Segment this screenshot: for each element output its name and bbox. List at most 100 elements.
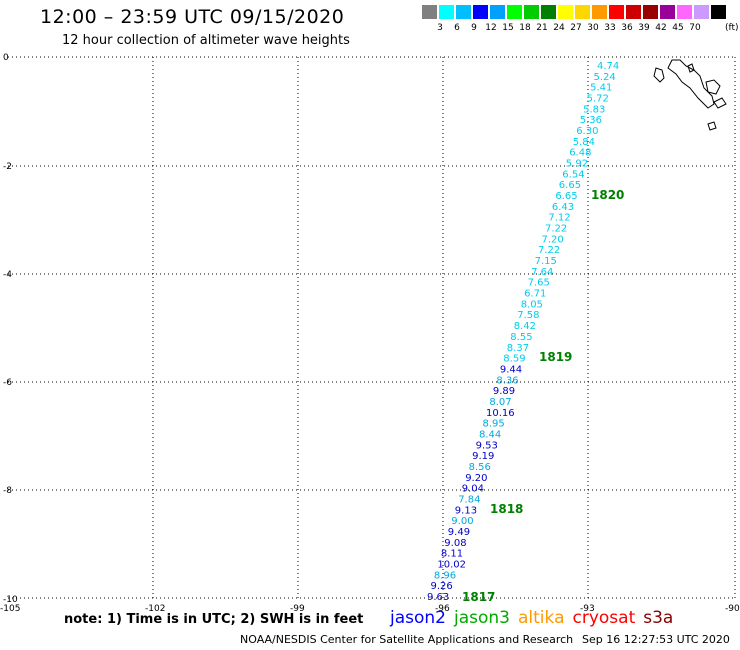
wave-height-label: 9.13 bbox=[455, 505, 477, 516]
satellite-jason3: jason3 bbox=[454, 608, 510, 628]
wave-height-label: 10.02 bbox=[437, 560, 466, 571]
wave-height-label: 8.44 bbox=[479, 429, 501, 440]
lon-tick-label: -93 bbox=[580, 604, 595, 614]
wave-height-label: 6.71 bbox=[524, 289, 546, 300]
wave-height-label: 7.58 bbox=[517, 310, 539, 321]
wave-height-label: 8.56 bbox=[469, 462, 491, 473]
satellite-altika: altika bbox=[518, 608, 565, 628]
map-subtitle: 12 hour collection of altimeter wave hei… bbox=[62, 33, 350, 48]
wave-height-label: 8.96 bbox=[434, 570, 456, 581]
wave-height-label: 9.19 bbox=[472, 451, 494, 462]
lon-tick-label: -96 bbox=[435, 604, 450, 614]
wave-height-label: 8.11 bbox=[441, 549, 463, 560]
legend-swatch bbox=[456, 5, 472, 19]
legend-swatch bbox=[541, 5, 557, 19]
legend-value: 6 bbox=[454, 23, 460, 33]
wave-height-label: 9.44 bbox=[500, 364, 522, 375]
grid-lines bbox=[8, 56, 736, 600]
island-fernandina bbox=[653, 67, 665, 83]
wave-height-label: 8.42 bbox=[514, 321, 536, 332]
legend-value: 3 bbox=[437, 23, 443, 33]
lon-tick-label: -90 bbox=[725, 604, 740, 614]
map-title: 12:00 – 23:59 UTC 09/15/2020 bbox=[40, 6, 345, 28]
legend-swatch bbox=[490, 5, 506, 19]
wave-height-label: 9.63 bbox=[427, 592, 449, 603]
satellite-s3a: s3a bbox=[643, 608, 674, 628]
legend-value: 24 bbox=[553, 23, 565, 33]
wave-height-label: 8.36 bbox=[496, 375, 518, 386]
wave-height-label: 5.41 bbox=[590, 83, 612, 94]
legend-value: 70 bbox=[689, 23, 701, 33]
legend-swatch bbox=[711, 5, 727, 19]
track-label: 1818 bbox=[490, 502, 523, 516]
wave-height-label: 9.08 bbox=[444, 538, 466, 549]
wave-height-label: 5.72 bbox=[587, 94, 609, 105]
wave-height-label: 5.83 bbox=[583, 104, 605, 115]
wave-height-label: 7.65 bbox=[528, 278, 550, 289]
lat-tick-label: -8 bbox=[3, 486, 12, 496]
legend-swatch bbox=[422, 5, 438, 19]
wave-height-label: 5.92 bbox=[566, 159, 588, 170]
legend-swatch bbox=[694, 5, 710, 19]
legend-swatch bbox=[473, 5, 489, 19]
lon-tick-label: -99 bbox=[290, 604, 305, 614]
wave-height-label: 8.59 bbox=[503, 354, 525, 365]
wave-height-label: 5.24 bbox=[594, 72, 616, 83]
wave-height-label: 4.74 bbox=[597, 61, 619, 72]
satellite-jason2: jason2 bbox=[390, 608, 446, 628]
legend-swatch bbox=[660, 5, 676, 19]
legend-swatch bbox=[439, 5, 455, 19]
wave-height-label: 6.65 bbox=[559, 180, 581, 191]
wave-height-label: 7.20 bbox=[542, 234, 564, 245]
legend-value: 9 bbox=[471, 23, 477, 33]
wave-height-label: 5.36 bbox=[580, 115, 602, 126]
wave-height-label: 7.64 bbox=[531, 267, 553, 278]
wave-height-label: 7.84 bbox=[458, 495, 480, 506]
legend-value: 15 bbox=[502, 23, 514, 33]
wave-height-label: 9.20 bbox=[465, 473, 487, 484]
legend-value: 30 bbox=[587, 23, 599, 33]
legend-swatch bbox=[592, 5, 608, 19]
legend-unit: (ft) bbox=[725, 23, 739, 33]
wave-height-label: 8.37 bbox=[507, 343, 529, 354]
track-label: 1817 bbox=[462, 590, 495, 604]
legend-value: 27 bbox=[570, 23, 582, 33]
legend-value: 39 bbox=[638, 23, 650, 33]
units-note: note: 1) Time is in UTC; 2) SWH is in fe… bbox=[64, 612, 364, 627]
wave-height-label: 6.30 bbox=[576, 126, 598, 137]
legend-swatch bbox=[677, 5, 693, 19]
credit-line: NOAA/NESDIS Center for Satellite Applica… bbox=[240, 633, 574, 646]
wave-height-label: 6.54 bbox=[562, 169, 584, 180]
legend-swatch bbox=[643, 5, 659, 19]
legend-swatch bbox=[524, 5, 540, 19]
wave-height-label: 7.22 bbox=[538, 245, 560, 256]
legend-swatch bbox=[507, 5, 523, 19]
track-labels: 1820 1819 1818 1817 bbox=[462, 188, 624, 604]
legend-value: 42 bbox=[655, 23, 667, 33]
generated-timestamp: Sep 16 12:27:53 UTC 2020 bbox=[582, 633, 730, 646]
wave-height-label: 8.05 bbox=[521, 299, 543, 310]
wave-height-label: 9.26 bbox=[431, 581, 453, 592]
wave-height-label: 7.22 bbox=[545, 224, 567, 235]
satellite-cryosat: cryosat bbox=[572, 608, 636, 628]
lat-tick-label: 0 bbox=[3, 53, 9, 63]
island-espanola bbox=[707, 121, 717, 131]
wave-height-label: 9.89 bbox=[493, 386, 515, 397]
legend-swatch bbox=[626, 5, 642, 19]
lat-tick-label: -6 bbox=[3, 378, 12, 388]
wave-height-label: 8.95 bbox=[483, 419, 505, 430]
wave-height-label: 10.16 bbox=[486, 408, 515, 419]
galapagos-islands bbox=[653, 59, 727, 131]
legend-swatch bbox=[575, 5, 591, 19]
wave-height-label: 8.07 bbox=[489, 397, 511, 408]
wave-height-label: 6.65 bbox=[555, 191, 577, 202]
wave-height-label: 9.04 bbox=[462, 484, 484, 495]
wave-height-label: 8.55 bbox=[510, 332, 532, 343]
legend-value: 12 bbox=[485, 23, 497, 33]
legend-value: 33 bbox=[604, 23, 616, 33]
island-isabela bbox=[667, 59, 715, 109]
lon-tick-label: -102 bbox=[145, 604, 165, 614]
legend-value: 21 bbox=[536, 23, 548, 33]
lat-tick-label: -4 bbox=[3, 270, 12, 280]
island-san-cristobal bbox=[713, 97, 727, 109]
